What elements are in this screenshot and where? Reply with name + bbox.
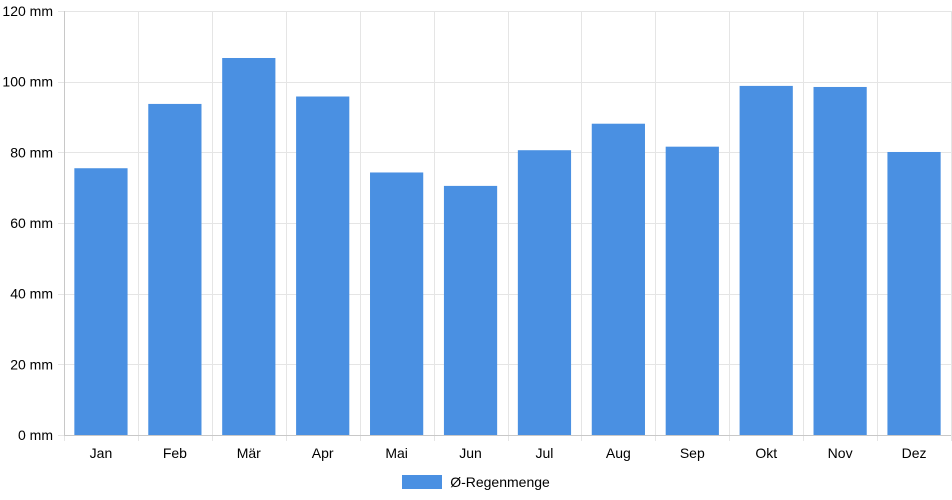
- x-tick-label: Mai: [385, 445, 408, 461]
- bar-sep: [665, 146, 719, 435]
- x-tick-label: Nov: [828, 445, 853, 461]
- x-tick-label: Okt: [755, 445, 777, 461]
- axes: [64, 11, 951, 436]
- bars: [74, 57, 941, 436]
- y-tick-label: 40 mm: [10, 286, 53, 302]
- y-tick-label: 100 mm: [2, 74, 53, 90]
- legend: Ø-Regenmenge: [0, 470, 952, 494]
- legend-swatch: [402, 475, 443, 489]
- legend-label: Ø-Regenmenge: [450, 474, 550, 490]
- bar-apr: [296, 96, 350, 436]
- y-tick-labels: 0 mm 20 mm 40 mm 60 mm 80 mm 100 mm 120 mm: [2, 3, 53, 443]
- bar-aug: [591, 123, 645, 436]
- y-tick-label: 0 mm: [18, 427, 53, 443]
- bar-nov: [813, 86, 867, 435]
- bar-mai: [370, 172, 424, 435]
- x-tick-label: Dez: [902, 445, 927, 461]
- x-tick-label: Jan: [90, 445, 113, 461]
- bar-okt: [739, 85, 793, 435]
- x-tick-labels: Jan Feb Mär Apr Mai Jun Jul Aug Sep Okt Nov Dez: [90, 445, 927, 461]
- y-tick-label: 20 mm: [10, 356, 53, 372]
- x-tick-label: Apr: [312, 445, 334, 461]
- bar-dez: [887, 151, 941, 436]
- x-tick-label: Sep: [680, 445, 705, 461]
- bar-jan: [74, 168, 128, 435]
- x-tick-label: Jun: [459, 445, 482, 461]
- bar-feb: [148, 103, 202, 435]
- chart-canvas: 0 mm 20 mm 40 mm 60 mm 80 mm 100 mm 120 mm Jan…: [2, 3, 952, 461]
- y-tick-label: 60 mm: [10, 215, 53, 231]
- x-tick-label: Mär: [237, 445, 261, 461]
- x-tick-label: Aug: [606, 445, 631, 461]
- x-tick-label: Jul: [536, 445, 554, 461]
- bar-jun: [443, 185, 498, 435]
- legend-item[interactable]: Ø-Regenmenge: [402, 474, 550, 490]
- y-tick-label: 120 mm: [2, 3, 53, 19]
- y-tick-label: 80 mm: [10, 144, 53, 160]
- x-tick-label: Feb: [163, 445, 187, 461]
- bar-mär: [222, 57, 276, 435]
- bar-jul: [517, 150, 572, 436]
